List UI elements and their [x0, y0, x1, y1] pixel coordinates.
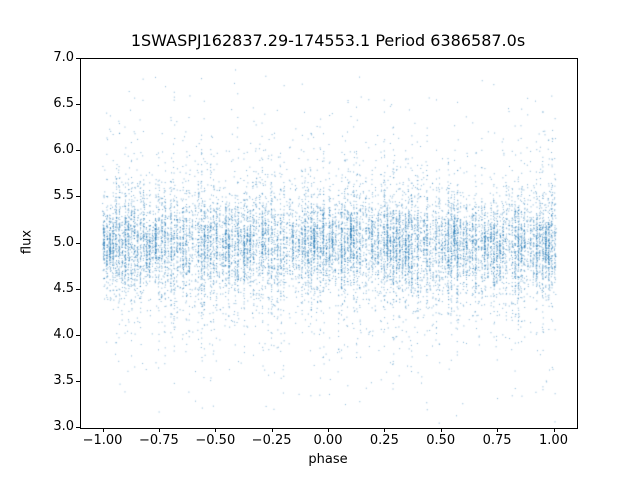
x-tick-mark — [328, 428, 329, 432]
y-axis-ticks — [76, 58, 80, 428]
y-tick-label: 5.0 — [53, 234, 74, 250]
y-tick-mark — [76, 150, 80, 152]
x-tick-mark — [497, 428, 499, 432]
y-axis-tick-labels: 3.0 3.5 4.0 4.5 5.0 5.5 6.0 6.5 7.0 — [38, 50, 74, 434]
y-tick-mark — [76, 242, 80, 244]
chart-title: 1SWASPJ162837.29-174553.1 Period 6386587… — [130, 31, 526, 50]
y-tick-mark — [76, 104, 80, 106]
x-axis-tick-labels: −1.00 −0.75 −0.50 −0.25 0.00 0.25 0.50 0.75 1.00 — [80, 433, 576, 449]
y-tick-mark — [76, 288, 80, 290]
x-tick-mark — [384, 428, 386, 432]
x-tick-mark — [553, 428, 555, 432]
x-tick-mark — [440, 428, 442, 432]
y-tick-label: 7.0 — [53, 50, 74, 65]
x-tick-mark — [215, 428, 217, 432]
x-tick-label: 0.25 — [369, 433, 399, 448]
y-tick-label: 4.5 — [53, 280, 74, 296]
scatter-canvas — [81, 59, 577, 428]
y-tick-mark — [76, 58, 80, 59]
x-tick-label: 0.75 — [482, 433, 512, 448]
y-tick-label: 5.5 — [53, 188, 74, 204]
y-tick-label: 3.5 — [53, 372, 74, 388]
plot-area — [80, 58, 578, 429]
y-tick-mark — [76, 427, 80, 428]
y-tick-label: 4.0 — [53, 326, 74, 342]
x-tick-label: −0.25 — [251, 433, 292, 448]
x-tick-mark — [158, 428, 160, 432]
x-tick-label: −0.50 — [195, 433, 236, 448]
x-axis-label: phase — [308, 452, 348, 467]
x-axis-ticks — [80, 428, 576, 433]
y-tick-label: 6.5 — [53, 96, 74, 112]
y-tick-label: 6.0 — [53, 142, 74, 158]
y-tick-mark — [76, 196, 80, 198]
y-tick-mark — [76, 380, 80, 382]
x-tick-mark — [271, 428, 273, 432]
x-tick-mark — [102, 428, 104, 432]
y-tick-label: 3.0 — [53, 419, 74, 434]
x-tick-label: 0.00 — [313, 433, 343, 448]
y-tick-mark — [76, 334, 80, 336]
x-tick-label: −0.75 — [138, 433, 179, 448]
x-tick-label: 1.00 — [539, 433, 568, 448]
x-tick-label: −1.00 — [82, 433, 123, 448]
x-tick-label: 0.50 — [426, 433, 456, 448]
y-axis-label: flux — [19, 229, 35, 255]
